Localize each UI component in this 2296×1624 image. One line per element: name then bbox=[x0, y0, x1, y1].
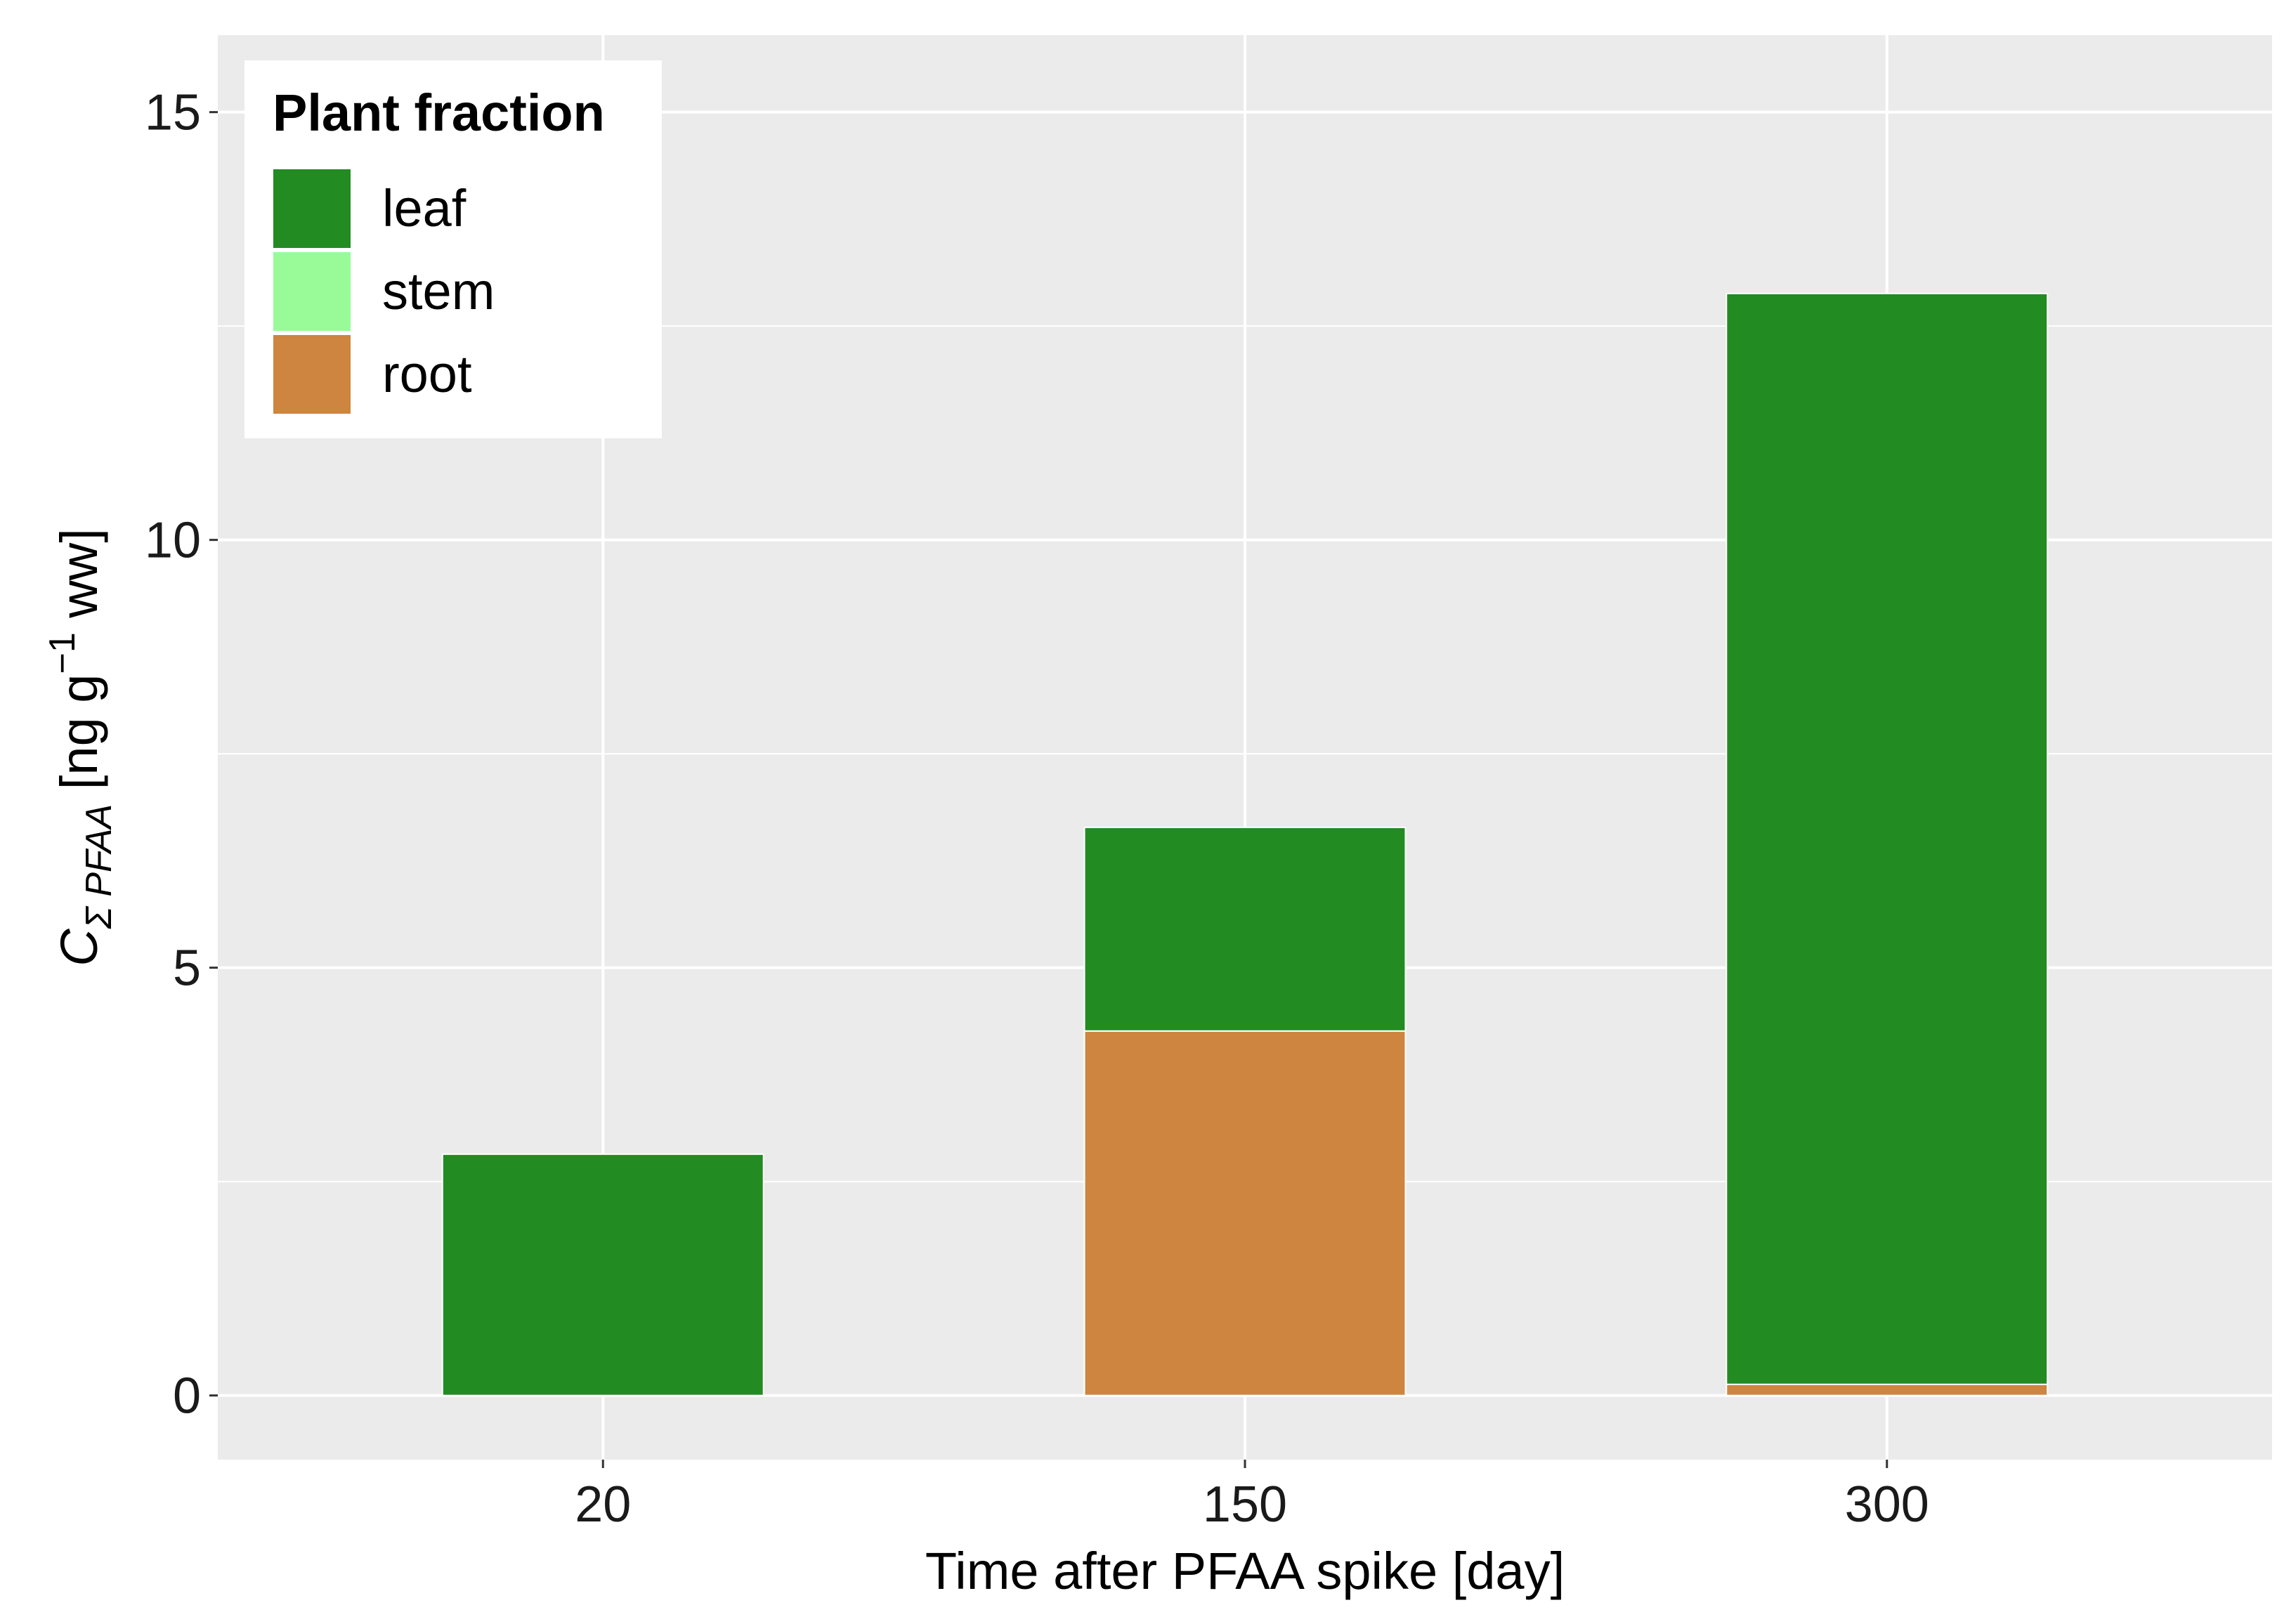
y-axis-title-c: C bbox=[50, 929, 108, 967]
y-tick-label: 0 bbox=[173, 1368, 201, 1425]
legend-key-root bbox=[272, 334, 352, 415]
y-tick-label: 15 bbox=[145, 85, 201, 141]
legend-label-stem: stem bbox=[382, 262, 495, 320]
bar-leaf-20 bbox=[441, 1153, 764, 1396]
legend-label-root: root bbox=[382, 345, 472, 403]
bars bbox=[441, 292, 2049, 1396]
y-axis-title-unit-end: ww] bbox=[50, 528, 108, 632]
y-tick-label: 10 bbox=[145, 513, 201, 569]
x-tick-label: 20 bbox=[575, 1476, 631, 1533]
y-axis: 0 5 10 15 bbox=[145, 85, 218, 1425]
legend-label-leaf: leaf bbox=[382, 179, 467, 237]
legend-key-leaf bbox=[272, 168, 352, 249]
bar-leaf-300 bbox=[1726, 292, 2049, 1385]
legend: Plant fraction leaf stem root bbox=[244, 60, 662, 438]
y-tick-label: 5 bbox=[173, 941, 201, 997]
y-axis-title-subscript: Σ PFAA bbox=[79, 804, 119, 930]
x-axis-title: Time after PFAA spike [day] bbox=[925, 1542, 1565, 1600]
legend-title: Plant fraction bbox=[273, 84, 605, 142]
y-axis-title: CΣ PFAA [ng g−1 ww] bbox=[42, 528, 119, 967]
x-tick-label: 150 bbox=[1203, 1476, 1287, 1533]
y-axis-title-superscript: −1 bbox=[42, 632, 83, 674]
bar-root-150 bbox=[1083, 1030, 1407, 1396]
legend-items: leaf stem root bbox=[272, 168, 495, 415]
x-tick-label: 300 bbox=[1845, 1476, 1929, 1533]
legend-key-stem bbox=[272, 251, 352, 332]
bar-leaf-150 bbox=[1083, 826, 1407, 1032]
x-axis: 20 150 300 bbox=[575, 1460, 1929, 1533]
y-axis-title-unit: [ng g bbox=[50, 674, 108, 804]
bar-root-300 bbox=[1726, 1383, 2049, 1396]
